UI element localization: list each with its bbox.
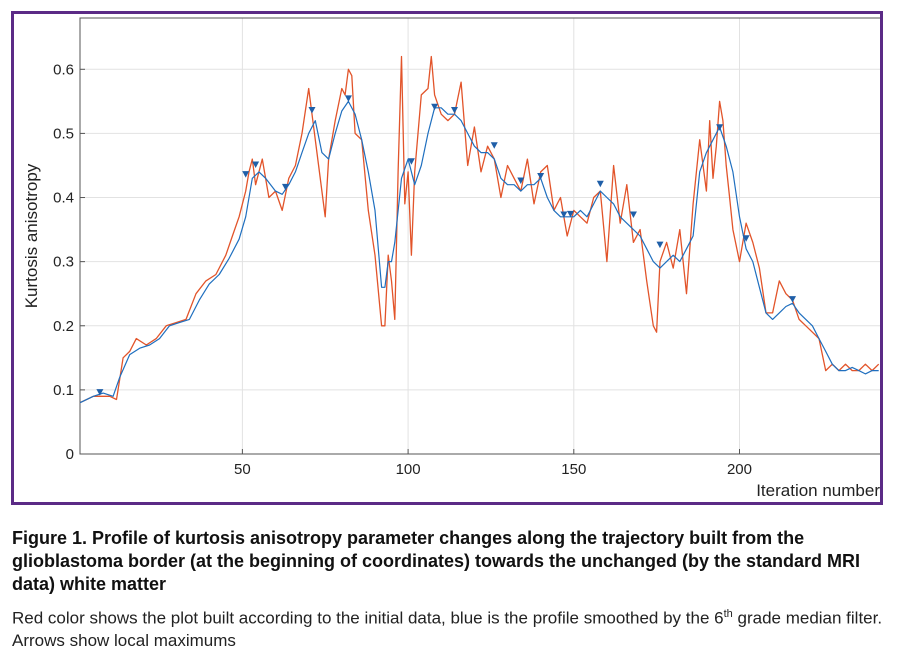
local-maximum-marker — [596, 180, 604, 188]
local-maximum-marker — [407, 158, 415, 165]
caption-note-text-end: grade median filter. Arrows show local m… — [12, 608, 883, 650]
local-maximum-marker — [560, 211, 568, 218]
local-maximum-marker — [789, 296, 797, 303]
local-maximum-marker — [517, 177, 525, 184]
local-maximum-marker — [252, 161, 260, 168]
plot-area — [79, 17, 880, 455]
raw-profile-line — [79, 55, 880, 404]
local-maximum-marker — [629, 211, 637, 218]
y-tick-label: 0.5 — [53, 125, 74, 142]
figure-caption-note: Red color shows the plot built according… — [12, 603, 892, 652]
caption-note-superscript: th — [723, 608, 733, 620]
data-series — [79, 55, 880, 404]
smoothed-profile-line — [79, 100, 879, 404]
local-maximum-marker — [281, 183, 289, 191]
y-tick-label: 0.6 — [53, 61, 74, 78]
y-tick-label: 0.1 — [53, 382, 74, 399]
x-tick-label: 50 — [234, 461, 251, 478]
local-maximum-marker — [242, 171, 250, 178]
local-maximum-marker — [656, 241, 664, 249]
x-axis-ticks: 50 100 150 200 — [234, 449, 752, 478]
y-axis-label: Kurtosis anisotropy — [22, 163, 41, 308]
kurtosis-anisotropy-chart: 0 0.1 0.2 0.3 0.4 0.5 0.6 50 100 150 200 Kurtosis… — [22, 17, 880, 500]
grid-lines — [80, 18, 880, 455]
y-tick-label: 0.4 — [53, 190, 74, 207]
local-maximum-marker — [308, 106, 316, 114]
figure-frame: 0 0.1 0.2 0.3 0.4 0.5 0.6 50 100 150 200 Kurtosis… — [11, 11, 883, 505]
local-maximum-marker — [344, 95, 352, 102]
local-maximum-marker — [566, 210, 574, 218]
local-maximum-marker — [450, 106, 458, 114]
y-tick-label: 0.2 — [53, 318, 74, 335]
x-axis-label: Iteration number — [756, 481, 880, 500]
x-tick-label: 200 — [727, 461, 752, 478]
caption-note-text: Red color shows the plot built according… — [12, 608, 724, 628]
local-maximum-marker — [490, 142, 498, 149]
local-maximum-marker — [716, 124, 724, 131]
y-axis-ticks: 0 0.1 0.2 0.3 0.4 0.5 0.6 — [53, 61, 85, 463]
figure-caption-title: Figure 1. Profile of kurtosis anisotropy… — [12, 528, 861, 594]
y-tick-label: 0 — [66, 446, 74, 463]
x-tick-label: 100 — [396, 461, 421, 478]
x-tick-label: 150 — [561, 461, 586, 478]
local-maximum-marker — [742, 235, 750, 242]
local-maximum-marker — [431, 103, 439, 111]
y-tick-label: 0.3 — [53, 254, 74, 271]
local-maximum-marker — [537, 173, 545, 180]
local-maximum-marker — [96, 389, 104, 396]
local-maxima-markers — [96, 95, 797, 396]
